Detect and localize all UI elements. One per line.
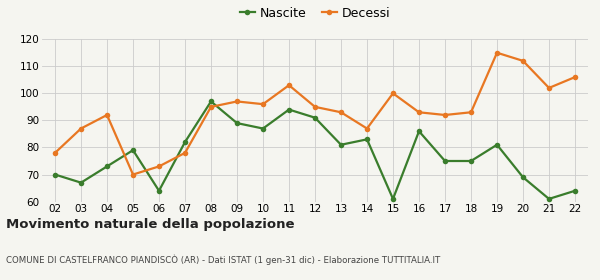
Decessi (286, 83, 293, 87)
Decessi (181, 151, 188, 155)
Text: Movimento naturale della popolazione: Movimento naturale della popolazione (6, 218, 295, 231)
Nascite (520, 176, 527, 179)
Decessi (208, 105, 215, 109)
Nascite (389, 197, 397, 200)
Decessi (77, 127, 85, 130)
Decessi (311, 105, 319, 109)
Decessi (155, 165, 163, 168)
Nascite (442, 159, 449, 163)
Nascite (311, 116, 319, 119)
Decessi (415, 111, 422, 114)
Nascite (155, 189, 163, 192)
Nascite (208, 100, 215, 103)
Decessi (520, 59, 527, 62)
Text: COMUNE DI CASTELFRANCO PIANDISCÒ (AR) - Dati ISTAT (1 gen-31 dic) - Elaborazione: COMUNE DI CASTELFRANCO PIANDISCÒ (AR) - … (6, 255, 440, 265)
Nascite (337, 143, 344, 146)
Nascite (571, 189, 578, 192)
Decessi (130, 173, 137, 176)
Nascite (259, 127, 266, 130)
Nascite (493, 143, 500, 146)
Nascite (286, 108, 293, 111)
Nascite (545, 197, 553, 200)
Nascite (103, 165, 110, 168)
Decessi (545, 86, 553, 90)
Decessi (103, 113, 110, 117)
Decessi (364, 127, 371, 130)
Legend: Nascite, Decessi: Nascite, Decessi (240, 7, 390, 20)
Nascite (467, 159, 475, 163)
Decessi (389, 92, 397, 95)
Decessi (233, 100, 241, 103)
Decessi (442, 113, 449, 117)
Decessi (493, 51, 500, 54)
Decessi (337, 111, 344, 114)
Nascite (181, 140, 188, 144)
Decessi (571, 75, 578, 79)
Nascite (233, 122, 241, 125)
Nascite (77, 181, 85, 184)
Nascite (364, 138, 371, 141)
Decessi (52, 151, 59, 155)
Line: Decessi: Decessi (52, 50, 578, 177)
Decessi (467, 111, 475, 114)
Decessi (259, 102, 266, 106)
Nascite (52, 173, 59, 176)
Nascite (415, 130, 422, 133)
Line: Nascite: Nascite (52, 99, 578, 202)
Nascite (130, 148, 137, 152)
